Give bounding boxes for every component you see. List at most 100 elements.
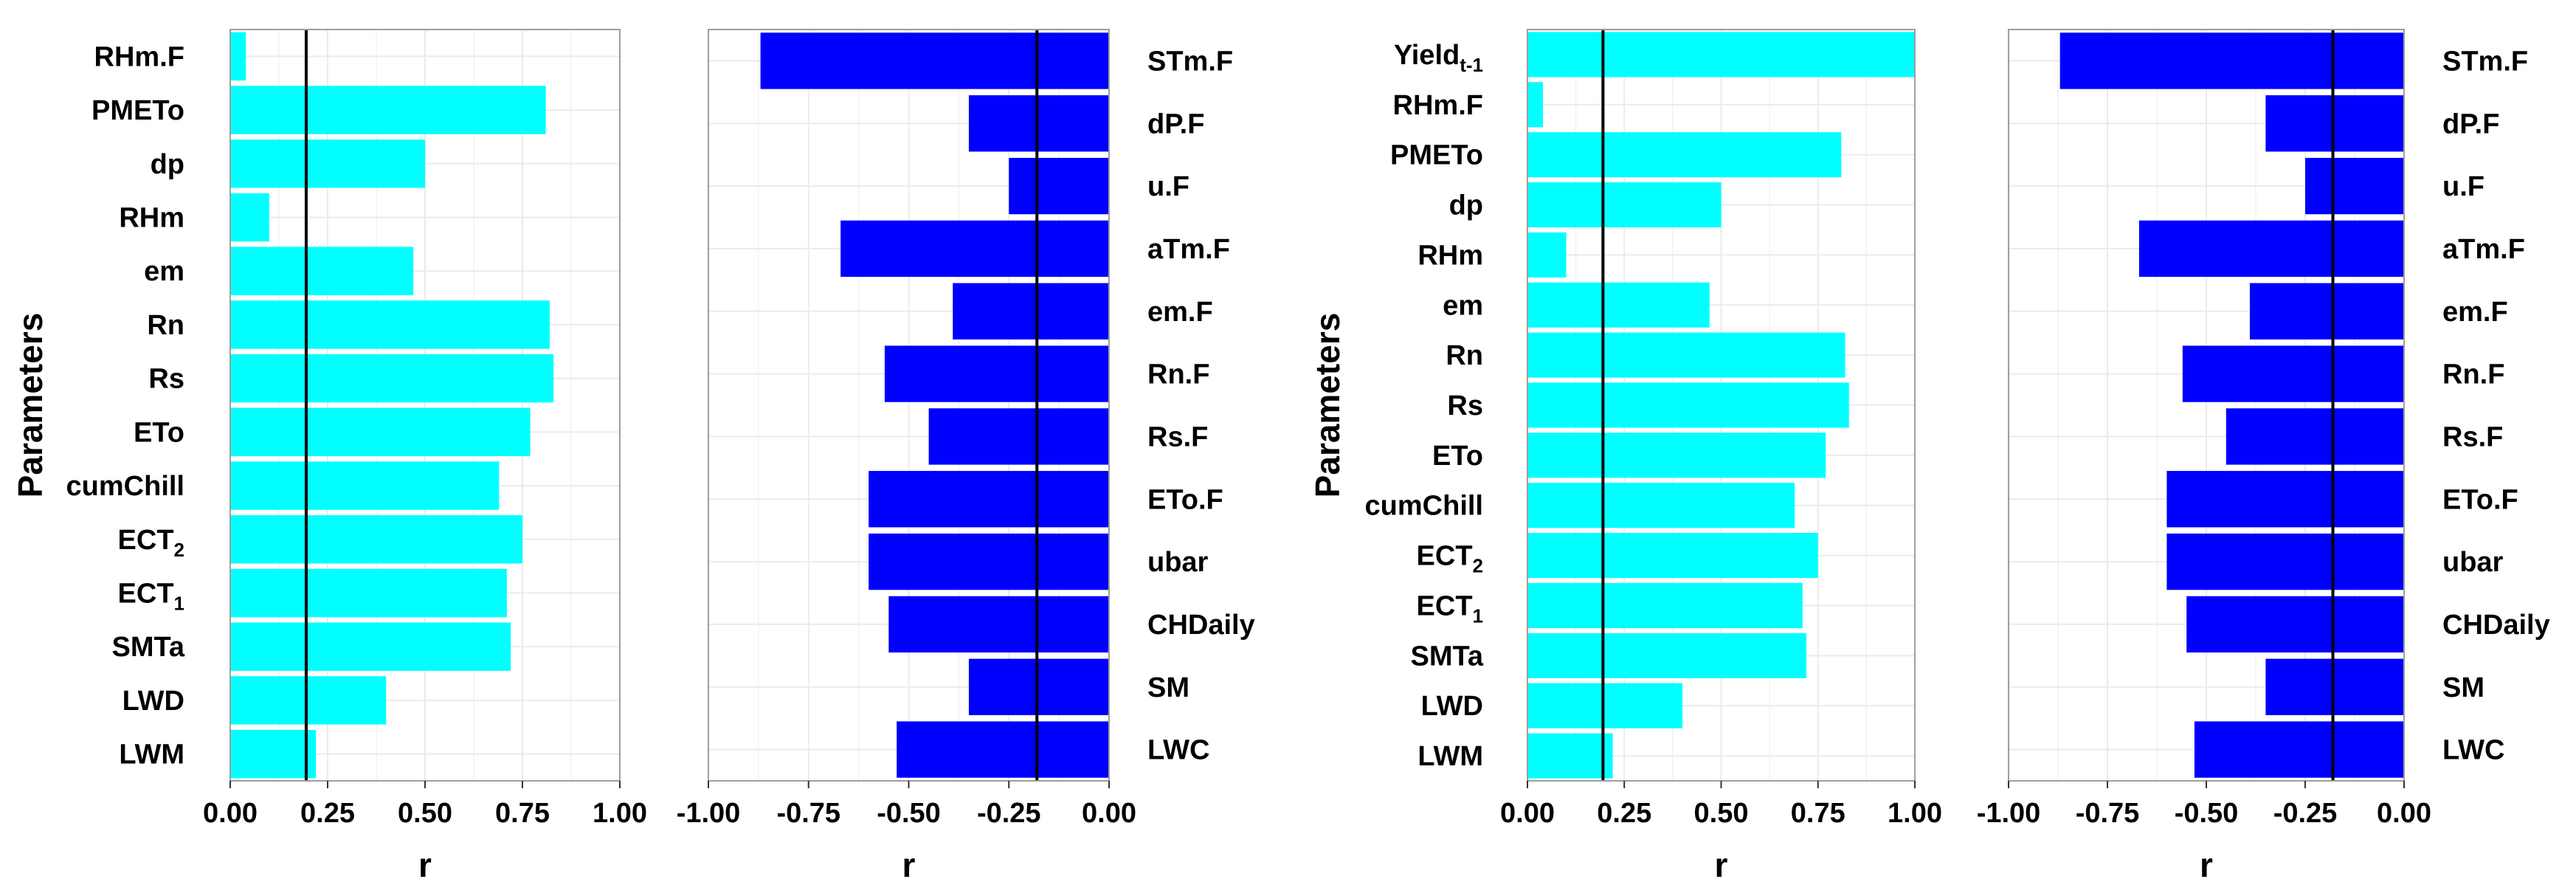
- bar-rn: [230, 300, 550, 349]
- category-label: em: [144, 256, 184, 287]
- bar-em-f: [2249, 283, 2404, 340]
- category-label: CHDaily: [2442, 610, 2550, 641]
- bar-atm-f: [840, 220, 1109, 278]
- bar-dp: [230, 139, 425, 188]
- bar-dp-f: [968, 95, 1109, 152]
- category-label: Rs.F: [2442, 421, 2503, 452]
- x-tick-label: 0.25: [300, 798, 355, 829]
- bar-rn-f: [2182, 345, 2404, 402]
- category-label: STm.F: [2442, 46, 2528, 77]
- category-label: RHm.F: [1393, 90, 1483, 121]
- bar-yield-t-1: [1527, 32, 1915, 77]
- bar-rs-f: [2225, 408, 2404, 465]
- x-tick-label: 0.75: [1791, 798, 1845, 829]
- bar-lwc: [2194, 721, 2404, 778]
- x-axis-title: r: [2200, 846, 2213, 884]
- category-label: em: [1443, 290, 1483, 321]
- category-label: dP.F: [1147, 108, 1204, 139]
- bar-rs: [230, 354, 554, 403]
- x-tick-label: -0.25: [2273, 798, 2338, 829]
- category-label: LWD: [1421, 691, 1483, 722]
- bar-eto-f: [2166, 471, 2404, 528]
- bar-rn-f: [884, 345, 1109, 402]
- category-label: Rs.F: [1147, 421, 1208, 452]
- x-tick-label: -1.00: [1977, 798, 2041, 829]
- x-axis-title: r: [418, 846, 432, 884]
- bar-rs-f: [928, 408, 1109, 465]
- x-tick-label: -1.00: [677, 798, 741, 829]
- bar-em: [1527, 282, 1710, 328]
- category-label: LWD: [122, 686, 184, 717]
- bar-rhm: [1527, 232, 1567, 278]
- bar-lwd: [1527, 683, 1682, 728]
- bar-sm: [2265, 658, 2404, 715]
- x-tick-label: -0.75: [776, 798, 840, 829]
- y-axis-title: Parameters: [11, 313, 49, 498]
- category-label: Rn.F: [2442, 359, 2504, 390]
- bar-smta: [230, 622, 511, 671]
- panel-A: RHm.F PMETo dp RHm em Rn Rs ETo cumChill ECT2 ECT1…: [11, 29, 647, 884]
- bar-stm-f: [2059, 32, 2404, 89]
- bar-rhm-f: [1527, 82, 1543, 128]
- bar-ubar: [2166, 533, 2404, 590]
- category-label: u.F: [1147, 171, 1189, 202]
- category-label: LWC: [2442, 735, 2504, 766]
- category-label: Rs: [1447, 390, 1483, 421]
- category-label: cumChill: [1365, 491, 1483, 522]
- category-label: ETo.F: [1147, 484, 1223, 515]
- bar-ubar: [869, 533, 1109, 590]
- category-label: STm.F: [1147, 46, 1233, 77]
- bar-lwm: [1527, 733, 1613, 779]
- category-label: em.F: [1147, 297, 1213, 328]
- panel-C: Yieldt-1 RHm.F PMETo dp RHm em Rn Rs ETo cumChill…: [1308, 29, 1942, 884]
- y-axis-title: Parameters: [1308, 313, 1347, 498]
- x-tick-label: 0.00: [1500, 798, 1555, 829]
- bar-eto-f: [869, 471, 1109, 528]
- x-tick-label: 0.50: [398, 798, 452, 829]
- bar-u-f: [2305, 157, 2404, 215]
- bar-em: [230, 247, 414, 295]
- category-label: aTm.F: [2442, 234, 2525, 265]
- category-label: Rn.F: [1147, 359, 1209, 390]
- bar-rs: [1527, 382, 1849, 428]
- category-label: em.F: [2442, 297, 2508, 328]
- category-label: RHm: [1418, 240, 1483, 271]
- category-label: LWM: [1418, 741, 1483, 772]
- bar-u-f: [1009, 157, 1109, 215]
- bar-ect-1: [1527, 582, 1803, 629]
- bar-eto: [1527, 433, 1826, 478]
- category-label: Rs: [148, 364, 184, 395]
- category-label: dp: [1449, 190, 1483, 221]
- bar-dp: [1527, 182, 1722, 228]
- x-axis-title: r: [1715, 846, 1728, 884]
- x-tick-label: 0.00: [203, 798, 258, 829]
- bar-lwd: [230, 676, 387, 725]
- x-tick-label: -0.50: [2175, 798, 2239, 829]
- bar-rn: [1527, 332, 1845, 378]
- bar-dp-f: [2265, 95, 2404, 152]
- category-label: dp: [151, 149, 184, 180]
- bar-ect-1: [230, 568, 507, 618]
- bar-atm-f: [2138, 220, 2404, 278]
- x-tick-label: 0.00: [1082, 798, 1136, 829]
- bar-rhm: [230, 193, 269, 242]
- x-tick-label: 1.00: [1888, 798, 1942, 829]
- x-tick-label: -0.75: [2076, 798, 2140, 829]
- category-label: LWC: [1147, 735, 1209, 766]
- panel-B: STm.F dP.F u.F aTm.F em.F Rn.F Rs.F ETo.F ubar CH…: [677, 29, 1255, 884]
- bar-cumchill: [230, 461, 500, 510]
- bar-smta: [1527, 633, 1806, 678]
- category-label: PMETo: [1390, 140, 1483, 171]
- category-label: PMETo: [91, 95, 184, 126]
- category-label: cumChill: [66, 471, 184, 502]
- bar-stm-f: [760, 32, 1109, 89]
- category-label: ETo: [134, 417, 184, 448]
- x-tick-label: 0.50: [1694, 798, 1749, 829]
- x-tick-label: -0.50: [877, 798, 941, 829]
- x-tick-label: -0.25: [977, 798, 1041, 829]
- bar-pmeto: [230, 86, 546, 134]
- bar-ect-2: [230, 515, 522, 564]
- bar-rhm-f: [230, 32, 246, 81]
- category-label: SM: [2442, 672, 2485, 703]
- bar-pmeto: [1527, 132, 1842, 178]
